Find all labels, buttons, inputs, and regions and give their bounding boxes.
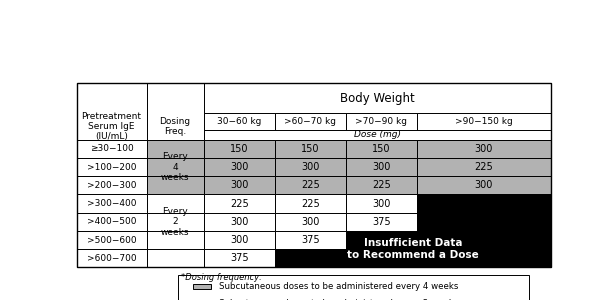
Bar (346, 213, 417, 231)
Bar (147, 249, 204, 268)
Text: 300: 300 (372, 162, 390, 172)
Bar (275, 176, 346, 194)
Bar (76, 249, 147, 268)
Text: >100−200: >100−200 (87, 163, 136, 172)
Bar (147, 231, 204, 249)
Bar (417, 158, 551, 176)
Bar (76, 231, 147, 249)
Text: 300: 300 (230, 235, 248, 245)
Bar (147, 83, 204, 140)
Text: 225: 225 (474, 162, 493, 172)
Bar (275, 158, 346, 176)
Bar (346, 158, 417, 176)
Bar (275, 113, 346, 130)
Bar (204, 194, 275, 213)
Bar (346, 249, 417, 268)
Bar (346, 140, 417, 158)
Bar (147, 140, 204, 158)
Text: 225: 225 (301, 199, 319, 208)
Text: >90−150 kg: >90−150 kg (455, 117, 513, 126)
Bar (275, 213, 346, 231)
Bar (76, 194, 147, 213)
Text: 150: 150 (372, 144, 390, 154)
Bar (417, 213, 551, 231)
Text: 300: 300 (230, 180, 248, 190)
Text: Every
4
weeks: Every 4 weeks (161, 152, 189, 182)
Bar (204, 130, 551, 140)
Bar (417, 176, 551, 194)
Bar (76, 83, 551, 268)
Bar (147, 194, 204, 213)
Bar (346, 231, 417, 249)
Text: Subcutaneous doses to be administered every 4 weeks: Subcutaneous doses to be administered ev… (219, 282, 458, 291)
Text: Every
2
weeks: Every 2 weeks (161, 207, 189, 237)
Text: Body Weight: Body Weight (340, 92, 414, 105)
Bar (346, 176, 417, 194)
Text: 150: 150 (301, 144, 319, 154)
Text: 150: 150 (230, 144, 248, 154)
Bar (76, 158, 147, 176)
Text: 375: 375 (372, 217, 391, 227)
Text: >400−500: >400−500 (87, 217, 136, 226)
Bar (275, 194, 346, 213)
Bar (275, 231, 346, 249)
Text: 300: 300 (230, 162, 248, 172)
Bar (204, 140, 275, 158)
Text: 300: 300 (475, 144, 493, 154)
Bar (204, 249, 275, 268)
Bar (76, 176, 147, 194)
Text: >500−600: >500−600 (87, 236, 136, 244)
Text: 375: 375 (230, 253, 248, 263)
Bar (346, 113, 417, 130)
Bar (204, 113, 275, 130)
Bar (275, 140, 346, 158)
Bar (204, 83, 551, 113)
Text: 300: 300 (372, 199, 390, 208)
Text: Dosing
Freq.: Dosing Freq. (160, 117, 191, 136)
Bar (417, 140, 551, 158)
Bar (417, 113, 551, 130)
Text: >60−70 kg: >60−70 kg (285, 117, 337, 126)
Bar (76, 83, 147, 140)
Text: Dose (mg): Dose (mg) (354, 130, 401, 140)
Bar (346, 194, 417, 213)
Bar (193, 284, 211, 289)
Text: 375: 375 (301, 235, 319, 245)
Text: 300: 300 (475, 180, 493, 190)
Bar (204, 231, 275, 249)
Bar (76, 140, 147, 158)
Text: 300: 300 (301, 217, 319, 227)
Text: 225: 225 (230, 199, 248, 208)
Bar (204, 213, 275, 231)
Bar (417, 249, 551, 268)
Text: >200−300: >200−300 (87, 181, 136, 190)
Bar (147, 213, 204, 231)
Bar (147, 176, 204, 194)
Text: Pretreatment
Serum IgE
(IU/mL): Pretreatment Serum IgE (IU/mL) (81, 112, 141, 142)
Bar (204, 158, 275, 176)
Bar (76, 213, 147, 231)
Text: 300: 300 (301, 162, 319, 172)
Text: 300: 300 (230, 217, 248, 227)
Bar (204, 176, 275, 194)
Bar (275, 249, 346, 268)
Text: >600−700: >600−700 (87, 254, 136, 263)
Text: *Dosing frequency:: *Dosing frequency: (181, 272, 262, 281)
Bar (417, 231, 551, 249)
Bar (179, 275, 529, 300)
Text: 225: 225 (372, 180, 391, 190)
Text: Insufficient Data
to Recommend a Dose: Insufficient Data to Recommend a Dose (347, 238, 479, 260)
Text: Subcutaneous doses to be administered every 2 weeks: Subcutaneous doses to be administered ev… (219, 299, 458, 300)
Bar (147, 158, 204, 176)
Text: >300−400: >300−400 (87, 199, 136, 208)
Text: ≥30−100: ≥30−100 (90, 144, 133, 153)
Text: >70−90 kg: >70−90 kg (356, 117, 408, 126)
Bar (417, 194, 551, 213)
Text: 30−60 kg: 30−60 kg (217, 117, 261, 126)
Text: 225: 225 (301, 180, 319, 190)
